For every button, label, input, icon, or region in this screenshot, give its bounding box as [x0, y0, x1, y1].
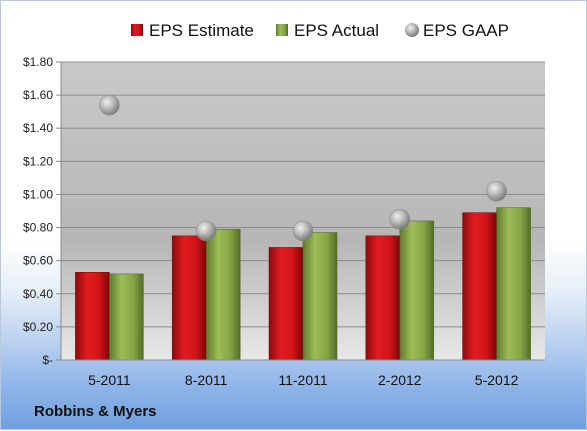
legend: EPS Estimate EPS Actual EPS GAAP — [131, 21, 509, 40]
x-tick-label: 5-2011 — [88, 372, 131, 388]
y-tick-label: $0.60 — [23, 254, 53, 268]
y-tick-label: $1.60 — [23, 88, 53, 102]
x-tick-label: 5-2012 — [475, 372, 519, 388]
legend-label: EPS GAAP — [423, 21, 509, 40]
y-axis-ticks: $- $0.20 $0.40 $0.60 $0.80 $1.00 $1.20 $1.40 $1.… — [23, 55, 62, 367]
marker-eps-gaap-5-2011 — [99, 94, 120, 116]
marker-eps-gaap-2-2012 — [389, 208, 411, 230]
bar-eps-estimate-8-2011 — [171, 235, 207, 361]
x-tick-label: 2-2012 — [378, 372, 422, 388]
legend-label: EPS Estimate — [149, 21, 254, 40]
y-tick-label: $1.40 — [23, 121, 53, 135]
legend-label: EPS Actual — [294, 21, 379, 40]
y-tick-label: $0.80 — [23, 221, 53, 235]
bar-eps-actual-8-2011 — [205, 228, 241, 361]
y-tick-label: $1.00 — [23, 187, 53, 201]
bars — [75, 207, 531, 361]
marker-eps-gaap-5-2012 — [486, 180, 507, 202]
y-tick-label: $1.80 — [23, 55, 53, 69]
marker-eps-gaap-8-2011 — [195, 220, 217, 242]
y-tick-label: $0.40 — [23, 287, 53, 301]
bar-eps-actual-5-2012 — [496, 207, 531, 361]
legend-swatch — [276, 24, 288, 36]
company-label: Robbins & Myers — [34, 403, 157, 420]
bar-eps-estimate-11-2011 — [268, 247, 304, 361]
legend-swatch — [405, 23, 419, 37]
bar-eps-actual-2-2012 — [399, 220, 435, 361]
x-tick-label: 8-2011 — [185, 372, 228, 388]
bar-eps-actual-5-2011 — [109, 273, 144, 361]
bar-eps-estimate-2-2012 — [365, 235, 401, 361]
y-tick-label: $1.20 — [23, 154, 53, 168]
x-axis-ticks: 5-2011 8-2011 11-2011 2-2012 5-2012 — [88, 372, 518, 388]
y-tick-label: $- — [42, 353, 53, 367]
legend-swatch — [131, 24, 143, 36]
bar-eps-actual-11-2011 — [302, 232, 338, 361]
marker-eps-gaap-11-2011 — [292, 220, 314, 242]
bar-eps-estimate-5-2011 — [75, 272, 110, 361]
bar-eps-estimate-5-2012 — [462, 212, 497, 361]
y-tick-label: $0.20 — [23, 320, 53, 334]
x-tick-label: 11-2011 — [278, 372, 328, 388]
gaap-markers — [99, 94, 507, 242]
